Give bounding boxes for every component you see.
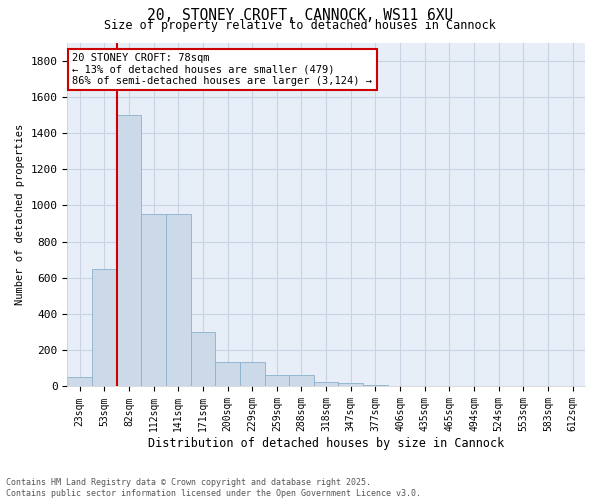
Text: 20 STONEY CROFT: 78sqm
← 13% of detached houses are smaller (479)
86% of semi-de: 20 STONEY CROFT: 78sqm ← 13% of detached…	[73, 53, 373, 86]
Text: Size of property relative to detached houses in Cannock: Size of property relative to detached ho…	[104, 19, 496, 32]
Bar	[338, 383, 363, 386]
Y-axis label: Number of detached properties: Number of detached properties	[15, 124, 25, 305]
Text: 20, STONEY CROFT, CANNOCK, WS11 6XU: 20, STONEY CROFT, CANNOCK, WS11 6XU	[147, 8, 453, 22]
Bar	[191, 332, 215, 386]
X-axis label: Distribution of detached houses by size in Cannock: Distribution of detached houses by size …	[148, 437, 504, 450]
Bar	[240, 362, 265, 386]
Bar	[363, 385, 388, 386]
Bar	[141, 214, 166, 386]
Text: Contains HM Land Registry data © Crown copyright and database right 2025.
Contai: Contains HM Land Registry data © Crown c…	[6, 478, 421, 498]
Bar	[92, 269, 116, 386]
Bar	[265, 374, 289, 386]
Bar	[314, 382, 338, 386]
Bar	[215, 362, 240, 386]
Bar	[289, 374, 314, 386]
Bar	[67, 378, 92, 386]
Bar	[166, 214, 191, 386]
Bar	[116, 115, 141, 386]
